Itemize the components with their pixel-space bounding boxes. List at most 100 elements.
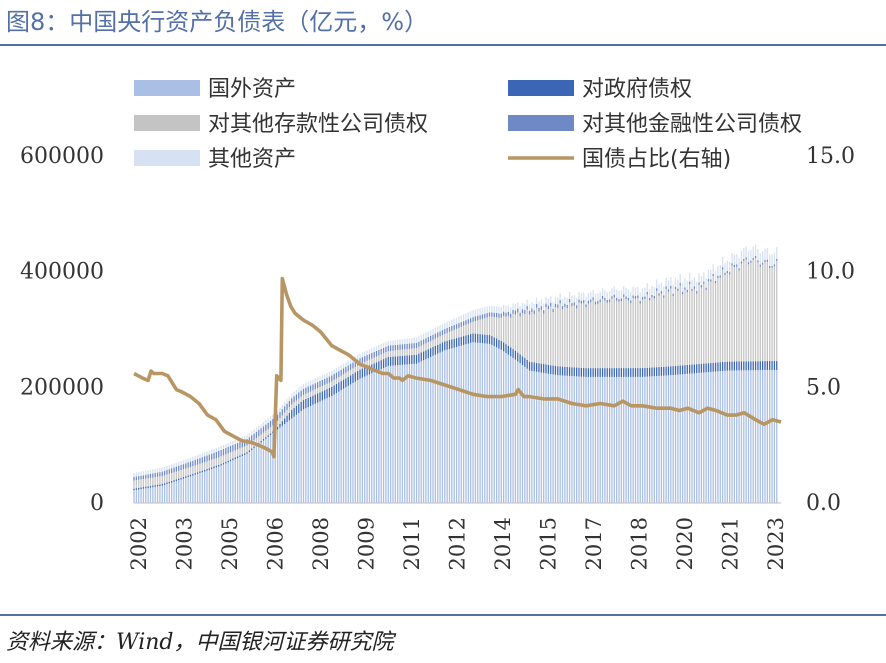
bar-segment [293, 391, 295, 397]
bar-segment [138, 489, 140, 503]
bar-segment [234, 459, 236, 503]
bar-segment [404, 338, 406, 345]
bar-segment [665, 277, 667, 287]
bar-segment [425, 359, 427, 503]
bar-segment [564, 366, 566, 376]
bar-segment [444, 350, 446, 503]
bar-segment [255, 427, 258, 432]
bar-segment [470, 322, 472, 335]
bar-segment [757, 361, 759, 371]
bar-segment [425, 343, 427, 351]
bar-segment [288, 420, 291, 503]
bar-segment [477, 342, 479, 503]
bar-segment [413, 348, 415, 355]
bar-segment [611, 298, 613, 369]
bar-segment [215, 467, 218, 503]
bar-segment [503, 342, 505, 352]
bar-segment [389, 350, 392, 357]
bar-segment [140, 479, 142, 488]
bar-segment [187, 462, 189, 468]
bar-segment [375, 356, 378, 363]
bar-segment [488, 305, 491, 313]
bar-segment [498, 339, 500, 349]
bar-segment [361, 357, 364, 363]
bar-segment [651, 297, 653, 368]
bar-segment [380, 369, 382, 503]
bar-segment [630, 368, 632, 377]
bar-segment [368, 354, 371, 360]
bar-segment [752, 361, 754, 371]
bar-segment [142, 488, 145, 503]
x-tick-label: 2020 [673, 517, 697, 570]
bar-segment [625, 376, 627, 503]
bar-segment [632, 376, 634, 503]
bar-segment [321, 385, 323, 392]
bar-segment [561, 299, 564, 307]
bar-segment [333, 394, 335, 503]
bar-segment [196, 458, 199, 465]
bar-segment [710, 371, 712, 503]
bar-segment [660, 375, 663, 503]
bar-segment [246, 452, 248, 454]
bar-segment [658, 375, 660, 503]
bar-segment [679, 283, 681, 286]
bar-segment [149, 473, 152, 478]
bar-segment [462, 344, 465, 503]
bar-segment [627, 297, 630, 301]
bar-segment [712, 371, 714, 503]
bar-segment [474, 321, 477, 334]
bar-segment [220, 463, 222, 466]
bar-segment [524, 313, 526, 359]
x-tick-label: 2017 [582, 517, 606, 570]
bar-segment [653, 287, 655, 296]
bar-segment [594, 293, 597, 302]
bar-segment [180, 460, 182, 465]
bar-segment [587, 293, 590, 301]
bar-segment [531, 302, 533, 309]
y-right-tick-label: 5.0 [806, 375, 841, 400]
bar-segment [571, 303, 573, 307]
bar-segment [451, 319, 453, 327]
bar-segment [479, 319, 481, 335]
bar-segment [769, 361, 771, 370]
bar-segment [154, 468, 156, 473]
bar-segment [493, 306, 495, 313]
bar-segment [590, 368, 592, 377]
bar-segment [439, 352, 441, 503]
bar-segment [430, 348, 432, 357]
bar-segment [618, 368, 620, 377]
bar-segment [519, 363, 521, 503]
bar-segment [557, 366, 559, 376]
bar-segment [434, 327, 437, 334]
bar-segment [674, 374, 677, 503]
bar-segment [319, 387, 321, 393]
bar-segment [684, 287, 686, 290]
bar-segment [272, 425, 274, 432]
bar-segment [510, 307, 512, 314]
bar-segment [192, 456, 194, 461]
bar-segment [500, 349, 502, 503]
bar-segment [696, 291, 698, 294]
bar-segment [156, 484, 159, 487]
bar-segment [324, 374, 326, 379]
bar-segment [696, 281, 698, 292]
bar-segment [616, 368, 618, 377]
bar-segment [427, 358, 429, 503]
bar-segment [564, 303, 566, 307]
bar-segment [295, 400, 298, 406]
bar-segment [385, 342, 387, 347]
bar-segment [754, 257, 757, 362]
bar-segment [215, 458, 218, 466]
bar-segment [733, 264, 736, 268]
bar-segment [338, 366, 340, 372]
bar-segment [262, 439, 265, 441]
bar-segment [260, 442, 262, 503]
bar-segment [189, 476, 192, 503]
bar-segment [333, 385, 335, 395]
bar-segment [512, 357, 514, 503]
bar-segment [714, 371, 717, 503]
bar-segment [641, 297, 644, 300]
bar-segment [620, 368, 623, 377]
bar-segment [512, 349, 514, 358]
bar-segment [229, 446, 232, 453]
